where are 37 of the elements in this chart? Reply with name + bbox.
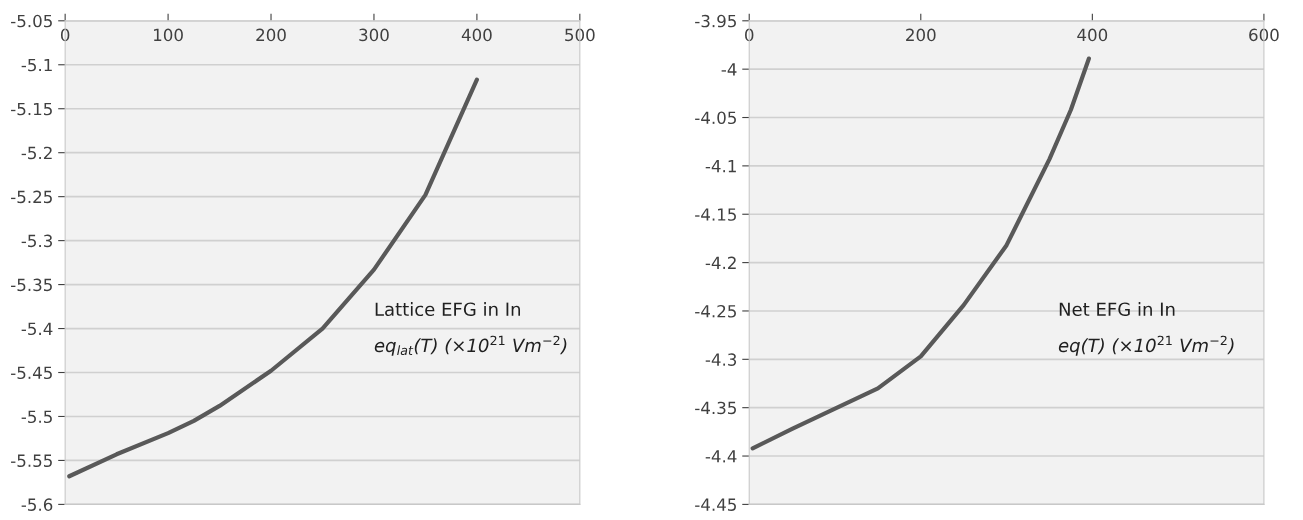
y-tick-label: -5.1 — [21, 58, 52, 72]
y-tick-label: -5.6 — [21, 498, 53, 511]
x-tick-label: 400 — [1077, 28, 1108, 42]
x-tick-label: 300 — [359, 28, 389, 42]
x-tick-label: 200 — [906, 28, 936, 42]
y-tick-label: -3.95 — [695, 14, 736, 28]
y-tick-label: -5.35 — [11, 278, 52, 292]
x-tick-label: 0 — [745, 28, 754, 42]
y-tick-label: -5.15 — [11, 102, 52, 116]
y-tick-label: -5.2 — [21, 146, 52, 160]
y-tick-label: -5.55 — [11, 454, 52, 468]
x-tick-label: 200 — [256, 28, 286, 42]
y-tick-label: -4.15 — [695, 208, 736, 221]
y-tick-label: -4.3 — [705, 353, 737, 366]
y-tick-label: -5.05 — [11, 14, 52, 28]
annotation: Lattice EFG in In — [375, 302, 520, 317]
x-tick-label: 400 — [461, 28, 492, 42]
y-tick-label: -5.5 — [21, 410, 52, 424]
y-tick-label: -4.45 — [695, 498, 736, 511]
y-tick-label: -4.1 — [705, 160, 736, 173]
annotation: eq(T) (×10$^{21}$ Vm$^{−2}$) — [1058, 335, 1234, 356]
y-tick-label: -4.05 — [695, 111, 736, 125]
y-tick-label: -4.2 — [705, 256, 736, 269]
y-tick-label: -5.4 — [21, 322, 53, 336]
annotation: Net EFG in In — [1059, 302, 1175, 317]
y-tick-label: -4 — [721, 63, 737, 76]
annotation: eq$_{lat}$(T) (×10$^{21}$ Vm$^{−2}$) — [374, 335, 567, 356]
y-tick-label: -5.3 — [21, 234, 53, 248]
x-tick-label: 500 — [565, 28, 595, 42]
y-tick-label: -5.45 — [11, 366, 52, 380]
x-tick-label: 100 — [154, 28, 183, 42]
x-tick-label: 600 — [1249, 28, 1279, 42]
y-tick-label: -4.25 — [695, 304, 736, 318]
y-tick-label: -5.25 — [11, 190, 52, 204]
x-tick-label: 0 — [60, 28, 70, 42]
y-tick-label: -4.35 — [695, 401, 736, 415]
y-tick-label: -4.4 — [705, 450, 737, 463]
